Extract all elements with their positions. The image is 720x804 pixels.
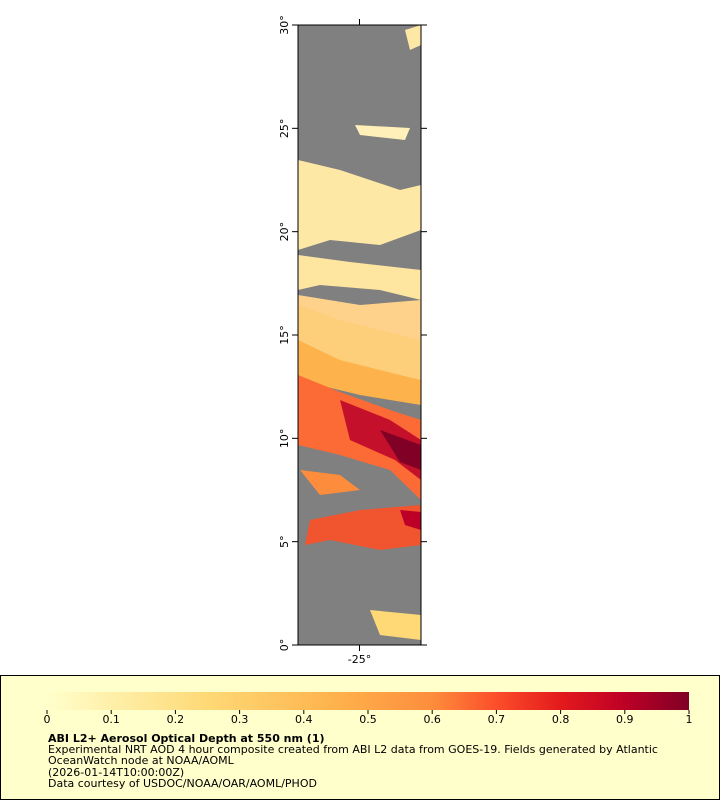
legend-line: (2026-01-14T10:00:00Z) [48, 766, 184, 779]
y-tick-label: 20° [278, 222, 291, 242]
colorbar-tick-label: 0.5 [359, 713, 377, 726]
colorbar-tick-label: 0 [44, 713, 51, 726]
colorbar-tick-label: 0.6 [423, 713, 441, 726]
colorbar-tick-label: 0.9 [616, 713, 634, 726]
legend: 0 0.1 0.2 0.3 0.4 0.5 0.6 0.7 0.8 0.9 1 ABI L2+ Ae… [0, 675, 720, 800]
colorbar-tick-label: 0.4 [295, 713, 313, 726]
colorbar-tick-label: 1 [686, 713, 693, 726]
legend-line: Experimental NRT AOD 4 hour composite cr… [48, 743, 658, 756]
colorbar-tick-label: 0.2 [167, 713, 185, 726]
colorbar-ticks: 0 0.1 0.2 0.3 0.4 0.5 0.6 0.7 0.8 0.9 1 [44, 710, 693, 726]
colorbar [47, 692, 689, 710]
legend-title: ABI L2+ Aerosol Optical Depth at 550 nm … [48, 732, 325, 745]
colorbar-tick-label: 0.3 [231, 713, 249, 726]
y-tick-label: 10° [278, 429, 291, 449]
aod-field [298, 25, 421, 640]
y-tick-label: 25° [278, 119, 291, 139]
colorbar-tick-label: 0.8 [552, 713, 570, 726]
axes: 0° 5° 10° 15° 20° 25° 30° -25° [278, 15, 427, 666]
colorbar-tick-label: 0.1 [102, 713, 120, 726]
legend-line: OceanWatch node at NOAA/AOML [48, 754, 235, 767]
legend-line: Data courtesy of USDOC/NOAA/OAR/AOML/PHO… [48, 777, 317, 790]
colorbar-tick-label: 0.7 [488, 713, 506, 726]
y-tick-label: 15° [278, 325, 291, 345]
map: 0° 5° 10° 15° 20° 25° 30° -25° [278, 15, 427, 666]
x-tick-label: -25° [348, 653, 371, 666]
y-tick-label: 0° [278, 639, 291, 652]
y-tick-label: 5° [278, 535, 291, 548]
y-tick-label: 30° [278, 15, 291, 35]
